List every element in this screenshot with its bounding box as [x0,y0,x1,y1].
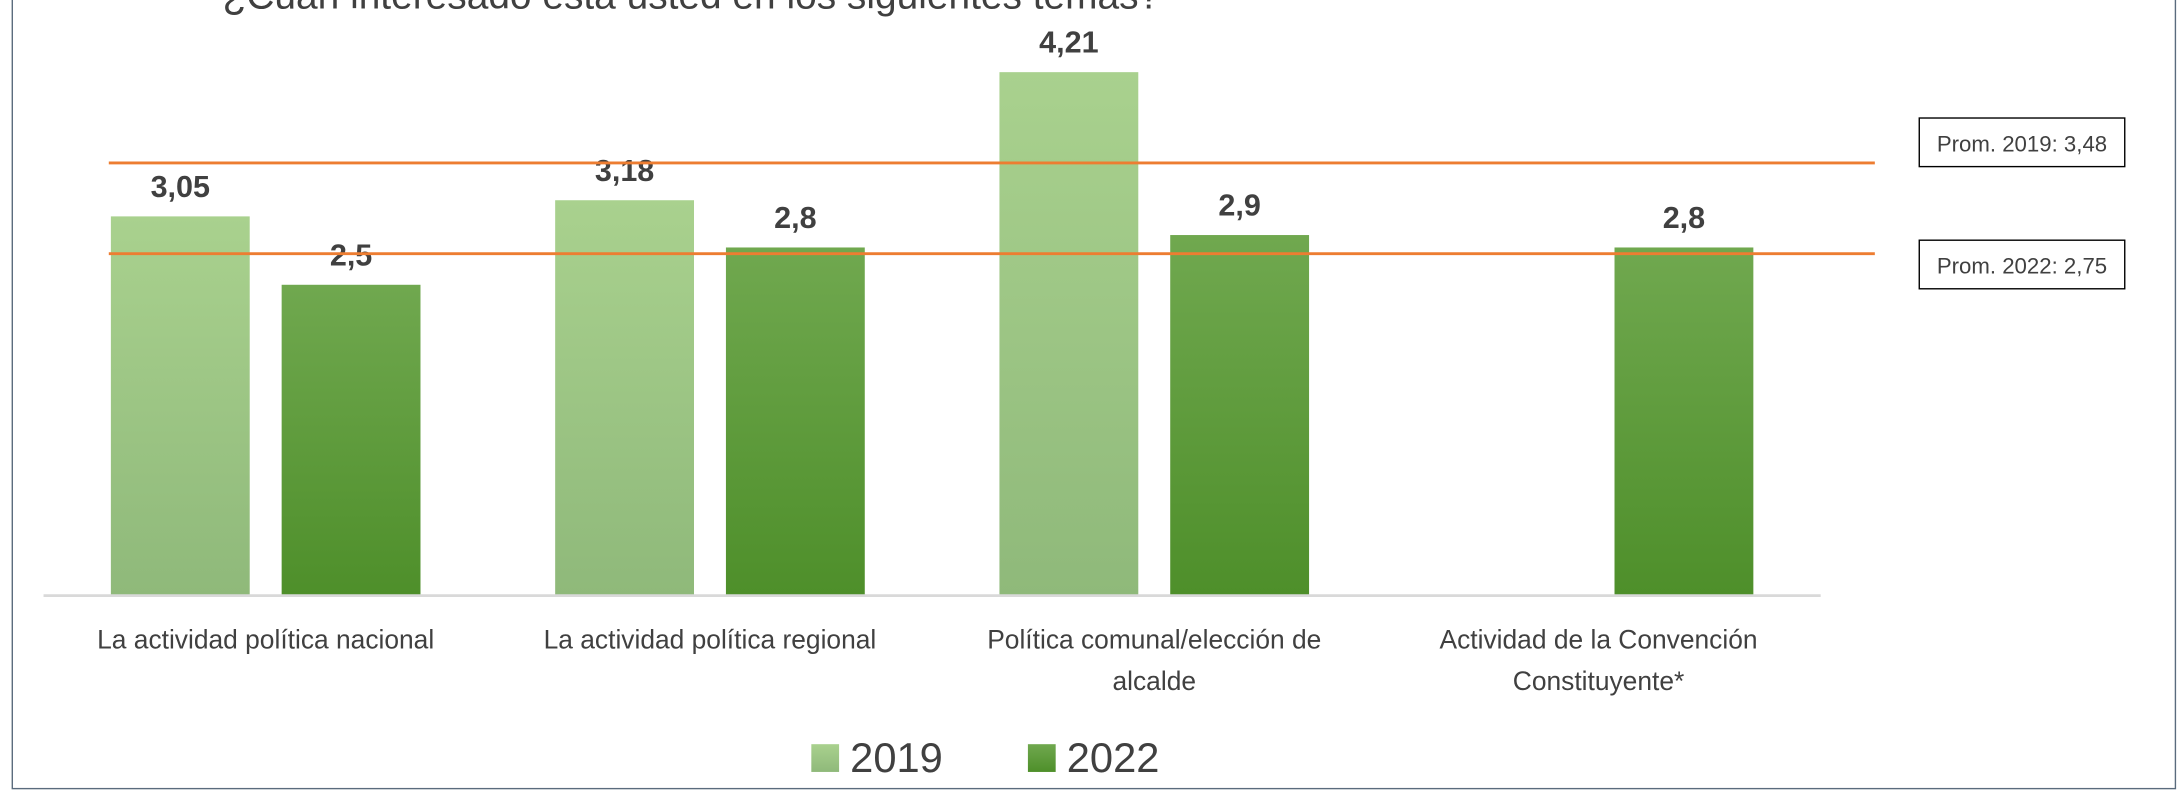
x-tick-label: Actividad de la Convención Constituyente* [1440,624,1758,696]
value-label: 2,8 [1663,201,1705,235]
average-label: Prom. 2019: 3,48 [1937,131,2107,156]
bar [110,216,250,596]
bar [281,284,421,596]
value-label: 3,05 [151,170,210,204]
value-label: 3,18 [595,154,654,188]
chart-title: ¿Cuán interesado está usted en los sigui… [223,0,1161,17]
value-label: 4,21 [1039,26,1098,60]
bar [1170,235,1310,596]
x-tick-label: Política comunal/elección de alcalde [987,624,1321,696]
average-box [1918,117,2126,168]
legend-swatch [1027,744,1056,772]
legend-swatch [811,744,840,772]
value-label: 2,9 [1218,189,1260,223]
average-box [1918,239,2126,290]
bar [999,72,1139,596]
bar [555,200,694,596]
legend-label: 2019 [850,734,943,781]
bar [725,247,865,596]
x-tick-label: La actividad política nacional [97,624,434,654]
bar [1614,247,1754,596]
value-label: 2,5 [330,238,372,272]
legend-label: 2022 [1067,734,1160,781]
average-label: Prom. 2022: 2,75 [1937,254,2107,279]
value-label: 2,8 [774,201,816,235]
x-tick-label: La actividad política regional [544,624,877,654]
